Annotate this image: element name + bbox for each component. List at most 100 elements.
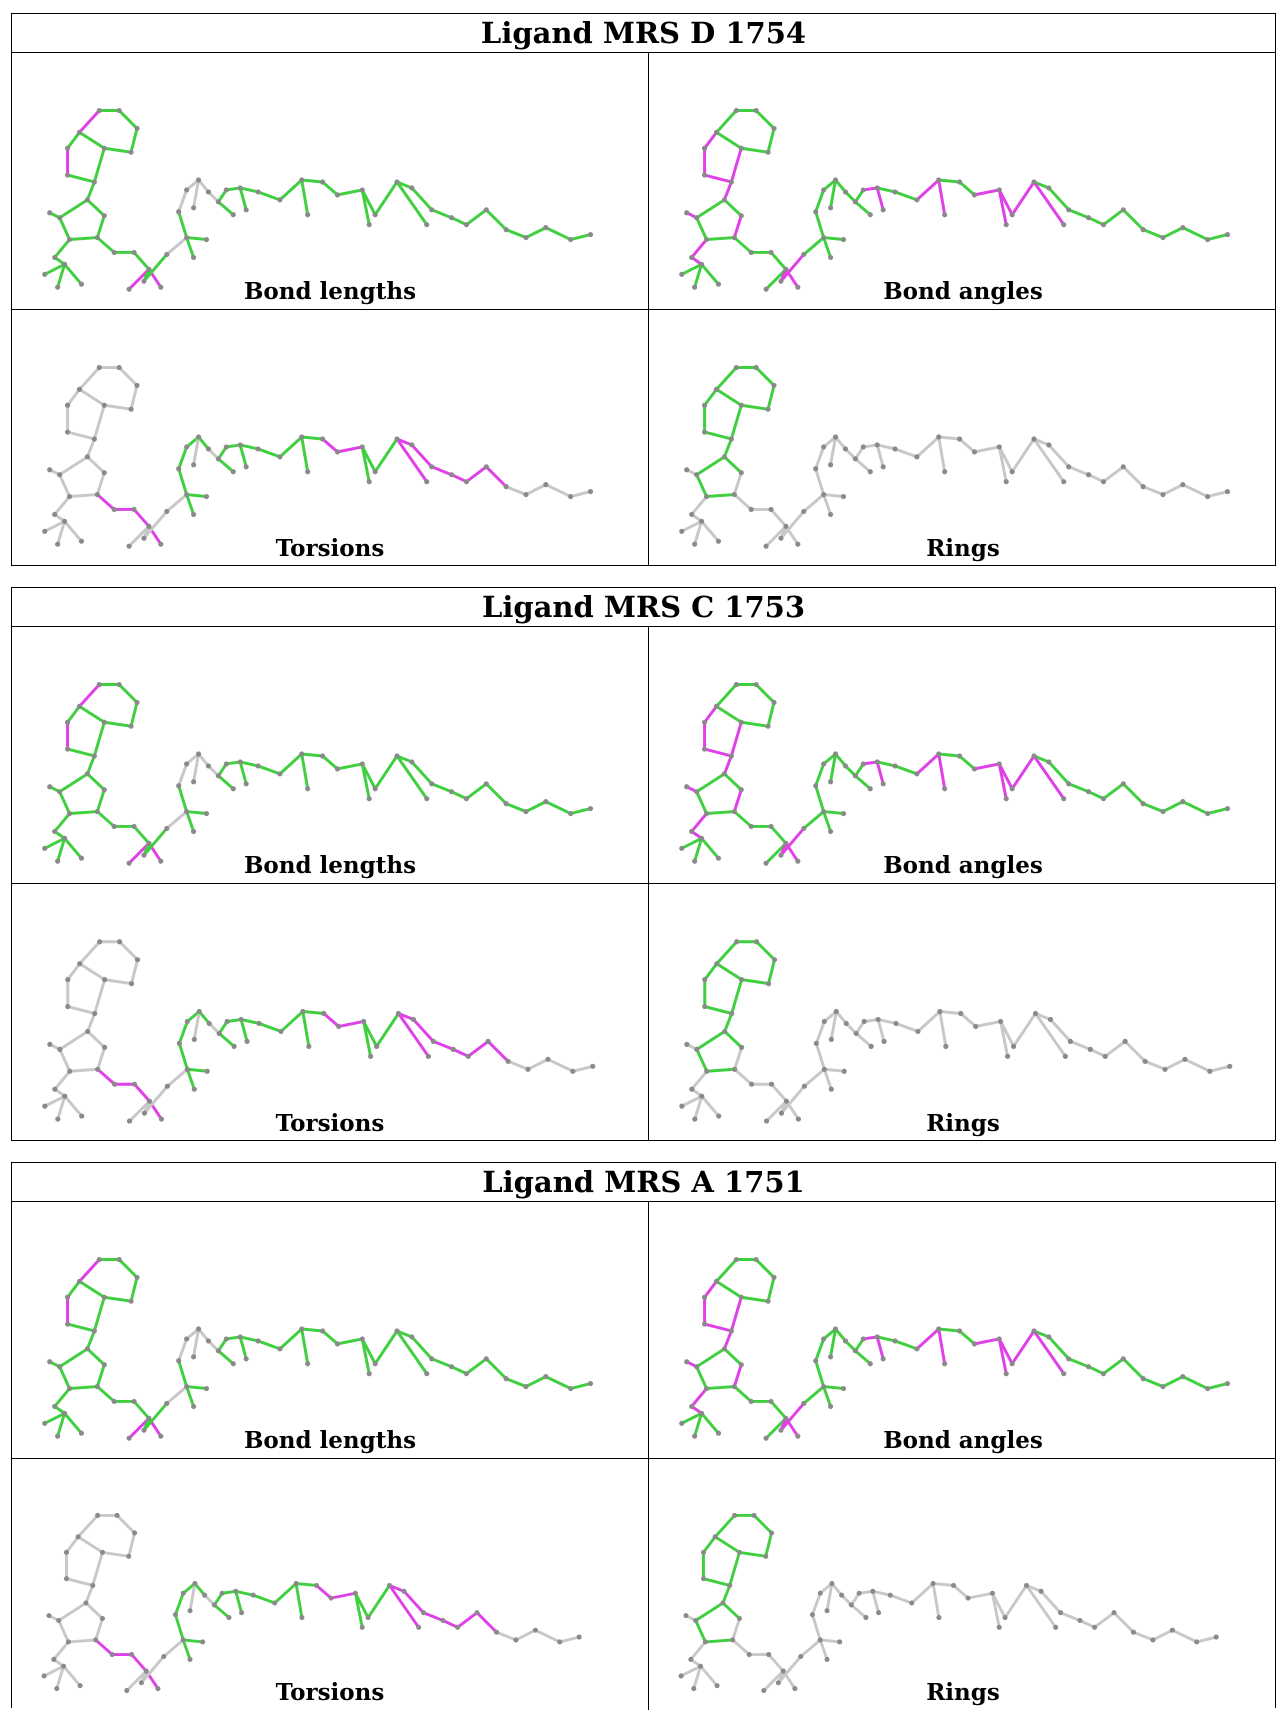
atom	[761, 1688, 767, 1694]
atom	[1140, 1376, 1146, 1382]
atom	[1061, 222, 1067, 228]
atom	[867, 1361, 873, 1367]
atom	[1061, 1371, 1067, 1377]
atom	[860, 761, 866, 767]
atom	[1003, 222, 1009, 228]
atom	[195, 1326, 202, 1332]
atom	[336, 1023, 342, 1030]
bond	[322, 1012, 341, 1028]
atom	[180, 1637, 186, 1643]
bond	[66, 1005, 97, 1015]
atom	[465, 1053, 471, 1059]
atom	[237, 185, 243, 191]
bond	[56, 1411, 67, 1438]
bond	[1012, 1012, 1037, 1048]
atom	[203, 236, 210, 243]
atom	[765, 1298, 771, 1304]
bond	[958, 754, 976, 771]
bond	[55, 1664, 66, 1691]
bond	[1206, 1382, 1229, 1391]
atom	[679, 271, 685, 277]
bond	[92, 1295, 106, 1333]
bond	[1132, 1630, 1155, 1642]
atom	[448, 215, 455, 221]
bond	[63, 262, 83, 286]
bond	[834, 1327, 847, 1343]
bond	[752, 1513, 774, 1535]
atom	[1066, 464, 1072, 470]
bond	[1068, 1039, 1092, 1051]
bond	[834, 178, 847, 194]
atom	[1047, 1016, 1054, 1023]
bond	[197, 1327, 210, 1343]
atom	[334, 1341, 341, 1347]
bond	[84, 1584, 95, 1605]
atom	[523, 491, 529, 498]
atom	[867, 212, 873, 218]
bond	[484, 782, 508, 806]
molecule-diagram	[679, 364, 1231, 549]
bond	[814, 1041, 826, 1071]
bond	[185, 178, 201, 192]
atom	[96, 107, 102, 114]
atom	[203, 1385, 210, 1392]
bond	[506, 1059, 530, 1071]
atom	[570, 1068, 576, 1074]
bond	[93, 978, 107, 1015]
bond	[1067, 782, 1091, 794]
atom	[101, 719, 107, 725]
atom	[720, 1600, 726, 1606]
atom	[215, 199, 221, 205]
bond	[693, 262, 704, 289]
atom	[184, 761, 190, 767]
panel-label: Bond angles	[883, 278, 1043, 305]
bond	[714, 1279, 743, 1299]
bond	[680, 1411, 704, 1425]
bond	[192, 752, 201, 784]
atom	[841, 1068, 847, 1074]
bond-angles-panel: Bond angles	[649, 627, 1276, 884]
atom	[692, 858, 698, 864]
atom	[840, 493, 847, 500]
bond	[952, 1584, 970, 1600]
atom	[1180, 1374, 1186, 1380]
atom	[689, 828, 695, 834]
atom	[223, 187, 229, 193]
atom	[205, 763, 212, 769]
bond	[85, 754, 96, 776]
bond	[569, 490, 592, 499]
bond	[430, 1357, 454, 1369]
bond	[915, 178, 941, 202]
atom	[52, 828, 58, 834]
bond	[362, 1019, 373, 1058]
atom	[971, 766, 978, 772]
atom	[78, 1430, 85, 1436]
atom	[196, 1008, 202, 1015]
atom	[95, 1512, 101, 1518]
atom	[134, 699, 140, 705]
bond	[695, 772, 726, 794]
atom	[863, 1615, 869, 1621]
atom	[892, 446, 898, 452]
atom	[57, 1364, 63, 1370]
atom	[694, 215, 700, 221]
bond	[729, 720, 743, 758]
atom	[128, 723, 134, 729]
bond	[77, 683, 101, 708]
atom	[783, 266, 789, 272]
atom	[1046, 185, 1052, 191]
bond	[810, 1591, 822, 1617]
bond	[853, 457, 872, 474]
atom	[116, 939, 123, 945]
bond	[188, 1582, 197, 1613]
atom	[1205, 1385, 1211, 1392]
bond	[733, 1045, 744, 1071]
atom	[372, 1361, 378, 1367]
atom	[146, 1415, 152, 1421]
atom	[78, 538, 85, 544]
atom	[1100, 796, 1107, 802]
atom	[867, 786, 873, 792]
bond	[754, 1258, 776, 1279]
bond	[814, 784, 826, 814]
panel-label: Rings	[926, 535, 1000, 562]
